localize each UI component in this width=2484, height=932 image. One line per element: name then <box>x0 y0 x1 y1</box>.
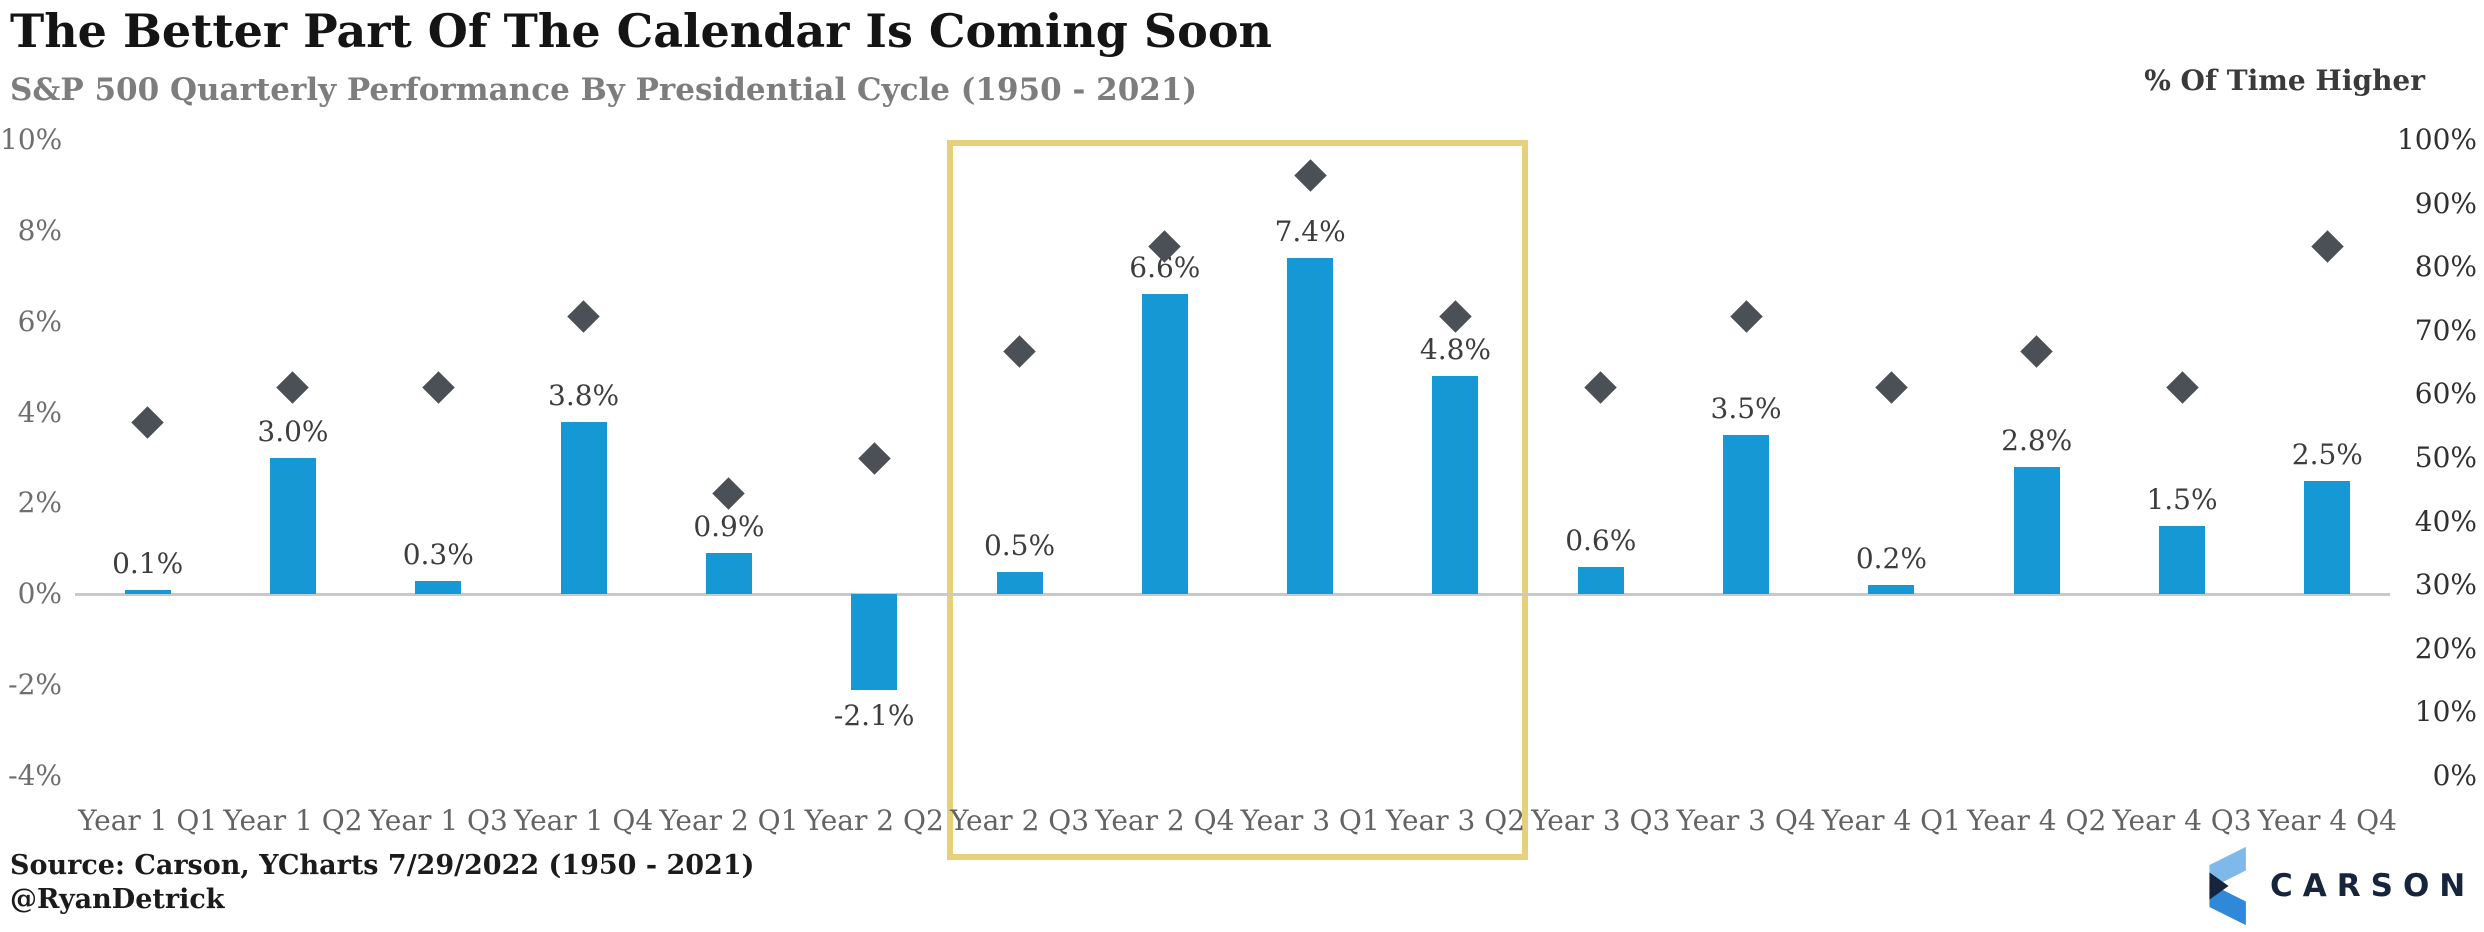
bar-year-1-q4 <box>560 421 607 595</box>
x-axis-label: Year 3 Q4 <box>1676 804 1816 837</box>
bar-year-3-q2 <box>1432 376 1479 595</box>
left-axis-tick: 2% <box>17 486 62 520</box>
pct-time-higher-marker <box>131 406 164 439</box>
bar-year-2-q1 <box>705 553 752 595</box>
x-axis-label: Year 1 Q2 <box>223 804 363 837</box>
x-axis-label: Year 4 Q4 <box>2257 804 2397 837</box>
right-axis-tick: 10% <box>2414 695 2477 729</box>
bar-value-label: 1.5% <box>2146 483 2218 517</box>
bar-value-label: 0.5% <box>983 528 1056 562</box>
bar-year-2-q3 <box>996 571 1043 595</box>
bar-year-4-q1 <box>1868 585 1915 595</box>
x-axis-label: Year 2 Q2 <box>804 804 944 837</box>
bar-value-label: 0.1% <box>112 546 184 580</box>
bar-value-label: 0.3% <box>402 537 474 571</box>
bar-value-label: -2.1% <box>833 698 915 732</box>
bar-year-4-q3 <box>2159 526 2206 595</box>
x-axis-label: Year 4 Q2 <box>1967 804 2107 837</box>
carson-logo-wordmark: CARSON <box>2270 868 2476 904</box>
bar-value-label: 0.2% <box>1855 542 1927 576</box>
bar-value-label: 3.8% <box>548 378 620 412</box>
left-axis-tick: 4% <box>17 395 62 429</box>
bar-year-2-q2 <box>851 594 898 690</box>
right-axis-tick: 0% <box>2432 759 2477 792</box>
x-axis-label: Year 3 Q2 <box>1385 804 1526 837</box>
pct-time-higher-marker <box>712 477 746 510</box>
logo-bottom-ribbon <box>2209 883 2246 926</box>
right-axis-tick: 100% <box>2396 123 2477 156</box>
left-axis-tick: 6% <box>17 304 62 338</box>
left-axis-tick: -2% <box>8 668 62 702</box>
bar-year-3-q3 <box>1577 567 1624 595</box>
right-axis-tick: 70% <box>2414 313 2477 347</box>
pct-time-higher-marker <box>2020 335 2053 369</box>
x-axis-label: Year 1 Q4 <box>514 804 654 837</box>
right-axis-tick: 50% <box>2414 441 2477 474</box>
pct-time-higher-marker <box>422 371 455 404</box>
pct-time-higher-marker <box>567 300 600 334</box>
bar-value-label: 3.0% <box>257 415 329 448</box>
carson-logo-icon <box>2209 846 2246 926</box>
carson-logo: CARSON <box>2196 845 2476 927</box>
x-axis-label: Year 1 Q3 <box>368 804 508 837</box>
x-axis-label: Year 4 Q1 <box>1821 804 1961 837</box>
source-text: Source: Carson, YCharts 7/29/2022 (1950 … <box>10 850 755 881</box>
x-axis-label: Year 2 Q1 <box>659 804 799 837</box>
bar-value-label: 7.4% <box>1274 215 1346 249</box>
left-axis-tick: 8% <box>17 213 62 247</box>
bar-year-1-q3 <box>415 580 462 595</box>
bar-year-3-q4 <box>1723 435 1770 595</box>
bar-value-label: 0.9% <box>693 510 765 544</box>
x-axis-label: Year 3 Q1 <box>1240 804 1380 837</box>
bar-value-label: 2.8% <box>2001 424 2073 458</box>
left-axis-tick: 10% <box>0 123 63 156</box>
bar-year-1-q2 <box>269 458 316 595</box>
right-axis-tick: 80% <box>2414 250 2477 284</box>
bar-value-label: 3.5% <box>1710 392 1782 426</box>
chart-title: The Better Part Of The Calendar Is Comin… <box>10 4 1272 58</box>
right-axis-tick: 60% <box>2414 377 2477 411</box>
x-axis-label: Year 3 Q3 <box>1531 804 1671 837</box>
pct-time-higher-marker <box>1875 371 1908 404</box>
left-axis-tick: 0% <box>17 577 62 611</box>
bar-year-4-q4 <box>2304 480 2351 595</box>
bar-value-label: 2.5% <box>2291 437 2363 471</box>
x-axis-label: Year 1 Q1 <box>78 804 218 837</box>
left-axis-tick: -4% <box>8 759 62 792</box>
chart-subtitle: S&P 500 Quarterly Performance By Preside… <box>10 72 1198 108</box>
right-axis-tick: 40% <box>2414 504 2477 538</box>
bar-year-1-q1 <box>124 589 171 595</box>
author-handle: @RyanDetrick <box>10 884 225 915</box>
right-axis-title: % Of Time Higher <box>2144 64 2425 97</box>
bar-year-3-q1 <box>1287 258 1334 595</box>
bar-year-4-q2 <box>2013 467 2060 595</box>
highlight-box <box>946 140 1529 860</box>
logo-arrow-triangle <box>2209 872 2229 900</box>
bar-year-2-q4 <box>1141 294 1188 595</box>
x-axis-label: Year 4 Q3 <box>2112 804 2252 837</box>
x-axis-label: Year 2 Q4 <box>1095 804 1235 837</box>
pct-time-higher-marker <box>276 371 310 404</box>
bar-value-label: 4.8% <box>1419 333 1492 367</box>
pct-time-higher-marker <box>1729 300 1763 334</box>
right-axis-tick: 20% <box>2414 631 2477 665</box>
pct-time-higher-marker <box>2165 371 2199 404</box>
right-axis-tick: 30% <box>2414 568 2477 602</box>
right-axis-tick: 90% <box>2414 186 2477 220</box>
logo-top-ribbon <box>2209 846 2246 889</box>
pct-time-higher-marker <box>857 441 891 475</box>
pct-time-higher-marker <box>2311 229 2344 263</box>
bar-value-label: 0.6% <box>1565 524 1637 558</box>
pct-time-higher-marker <box>1584 371 1618 404</box>
x-axis-label: Year 2 Q3 <box>949 804 1090 837</box>
zero-gridline <box>75 593 2390 597</box>
